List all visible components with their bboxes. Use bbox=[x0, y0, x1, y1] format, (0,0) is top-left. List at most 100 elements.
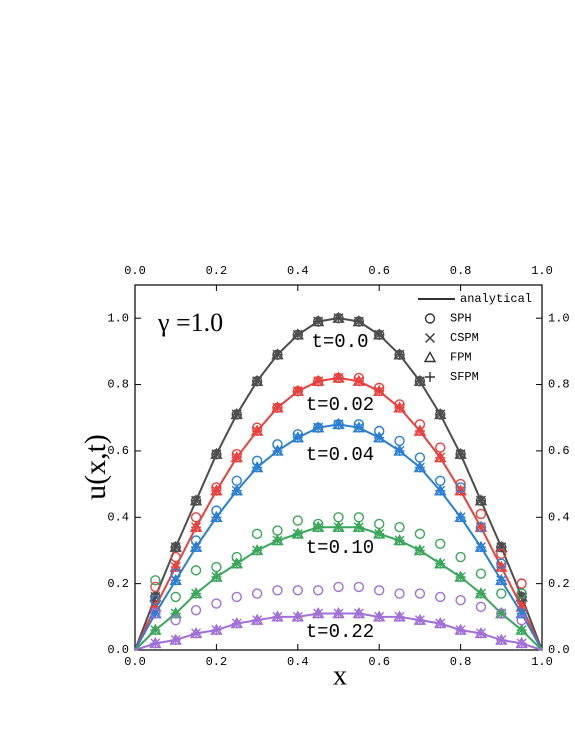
sfpm-marker bbox=[292, 432, 303, 443]
sph-marker bbox=[475, 508, 487, 520]
sfpm-marker bbox=[231, 409, 242, 420]
sfpm-marker bbox=[211, 485, 222, 496]
sfpm-marker bbox=[191, 588, 202, 599]
sfpm-marker bbox=[414, 376, 425, 387]
series-label: t=0.22 bbox=[306, 621, 374, 643]
sfpm-marker bbox=[150, 625, 161, 636]
y2-tick-label: 0.6 bbox=[548, 444, 570, 458]
sfpm-marker bbox=[272, 445, 283, 456]
sph-marker bbox=[414, 528, 426, 540]
legend-label: CSPM bbox=[450, 331, 479, 345]
sfpm-marker bbox=[374, 432, 385, 443]
sfpm-marker bbox=[353, 522, 364, 533]
sfpm-marker bbox=[292, 329, 303, 340]
sfpm-marker bbox=[353, 422, 364, 433]
y-tick-label: 0.6 bbox=[107, 444, 129, 458]
sph-marker bbox=[475, 522, 487, 533]
sfpm-marker bbox=[353, 376, 364, 387]
sfpm-marker bbox=[475, 495, 486, 506]
sfpm-marker bbox=[333, 608, 344, 619]
sph-marker bbox=[211, 598, 222, 609]
legend-label: FPM bbox=[450, 351, 472, 365]
sfpm-marker bbox=[170, 542, 181, 553]
sph-marker bbox=[435, 538, 446, 550]
sph-marker bbox=[231, 475, 242, 486]
analytical-line bbox=[134, 317, 543, 651]
y-tick-label: 1.0 bbox=[107, 311, 129, 325]
series-label: t=0.02 bbox=[306, 394, 374, 416]
sfpm-marker bbox=[455, 512, 466, 523]
sfpm-marker bbox=[150, 608, 161, 619]
sph-marker bbox=[496, 558, 507, 569]
series-label: t=0.04 bbox=[306, 444, 374, 466]
annotation: γ =1.0 bbox=[157, 308, 223, 337]
sfpm-marker bbox=[394, 402, 405, 413]
sfpm-marker bbox=[252, 545, 263, 556]
legend-marker bbox=[423, 351, 437, 363]
legend-marker bbox=[424, 313, 436, 324]
x-axis-label: x bbox=[333, 660, 347, 691]
sfpm-marker bbox=[414, 426, 425, 436]
sfpm-marker bbox=[313, 376, 324, 387]
y2-tick-label: 0.2 bbox=[548, 577, 570, 591]
series-label: t=0.0 bbox=[311, 331, 368, 353]
sph-marker bbox=[516, 578, 527, 589]
sph-marker bbox=[292, 585, 303, 596]
sph-marker bbox=[251, 528, 263, 540]
sfpm-marker bbox=[516, 638, 527, 649]
sph-marker bbox=[333, 581, 344, 593]
sfpm-marker bbox=[231, 485, 242, 496]
sfpm-marker bbox=[313, 422, 324, 433]
sph-marker bbox=[435, 475, 446, 486]
sph-marker bbox=[190, 512, 202, 523]
sfpm-marker bbox=[353, 316, 364, 327]
sph-marker bbox=[374, 518, 385, 530]
series-label: t=0.10 bbox=[306, 537, 374, 559]
sfpm-marker bbox=[333, 419, 344, 430]
legend-label: SFPM bbox=[450, 370, 479, 384]
sfpm-marker bbox=[374, 528, 385, 539]
sph-marker bbox=[516, 614, 527, 626]
legend-marker bbox=[425, 372, 435, 382]
sfpm-marker bbox=[475, 628, 486, 639]
sph-marker bbox=[292, 515, 303, 526]
sfpm-marker bbox=[313, 608, 324, 619]
sfpm-marker bbox=[414, 462, 425, 473]
sfpm-marker bbox=[414, 545, 425, 556]
y-axis-label: u(x,t) bbox=[79, 434, 112, 500]
sfpm-marker bbox=[475, 588, 486, 599]
x-tick-label: 0.2 bbox=[206, 655, 228, 669]
sph-marker bbox=[333, 512, 344, 523]
sfpm-marker bbox=[496, 635, 507, 646]
sfpm-marker bbox=[272, 349, 283, 360]
sph-marker bbox=[435, 591, 446, 603]
x-tick-label: 0.8 bbox=[450, 655, 472, 669]
sph-marker bbox=[251, 588, 263, 599]
sph-marker bbox=[170, 591, 181, 603]
y2-tick-label: 1.0 bbox=[548, 311, 570, 325]
sfpm-marker bbox=[292, 386, 303, 397]
sfpm-marker bbox=[455, 449, 466, 460]
x2-tick-label: 0.6 bbox=[368, 264, 390, 278]
sfpm-marker bbox=[516, 625, 527, 636]
sph-marker bbox=[496, 608, 507, 619]
sfpm-marker bbox=[191, 522, 202, 533]
sfpm-marker bbox=[231, 618, 242, 629]
sfpm-marker bbox=[435, 452, 446, 463]
y-tick-label: 0.8 bbox=[107, 378, 129, 392]
sph-marker bbox=[211, 561, 222, 573]
sfpm-marker bbox=[170, 635, 181, 646]
sfpm-marker bbox=[394, 349, 405, 360]
sph-marker bbox=[414, 452, 426, 463]
sfpm-marker bbox=[170, 575, 181, 586]
sfpm-marker bbox=[170, 608, 181, 619]
sph-marker bbox=[496, 548, 507, 559]
sph-marker bbox=[374, 585, 385, 596]
x2-tick-label: 0.0 bbox=[124, 264, 146, 278]
sfpm-marker bbox=[231, 452, 242, 463]
sph-marker bbox=[190, 565, 202, 576]
sph-marker bbox=[394, 588, 405, 599]
legend-label: SPH bbox=[450, 312, 472, 326]
sfpm-marker bbox=[435, 409, 446, 420]
sfpm-marker bbox=[211, 512, 222, 523]
